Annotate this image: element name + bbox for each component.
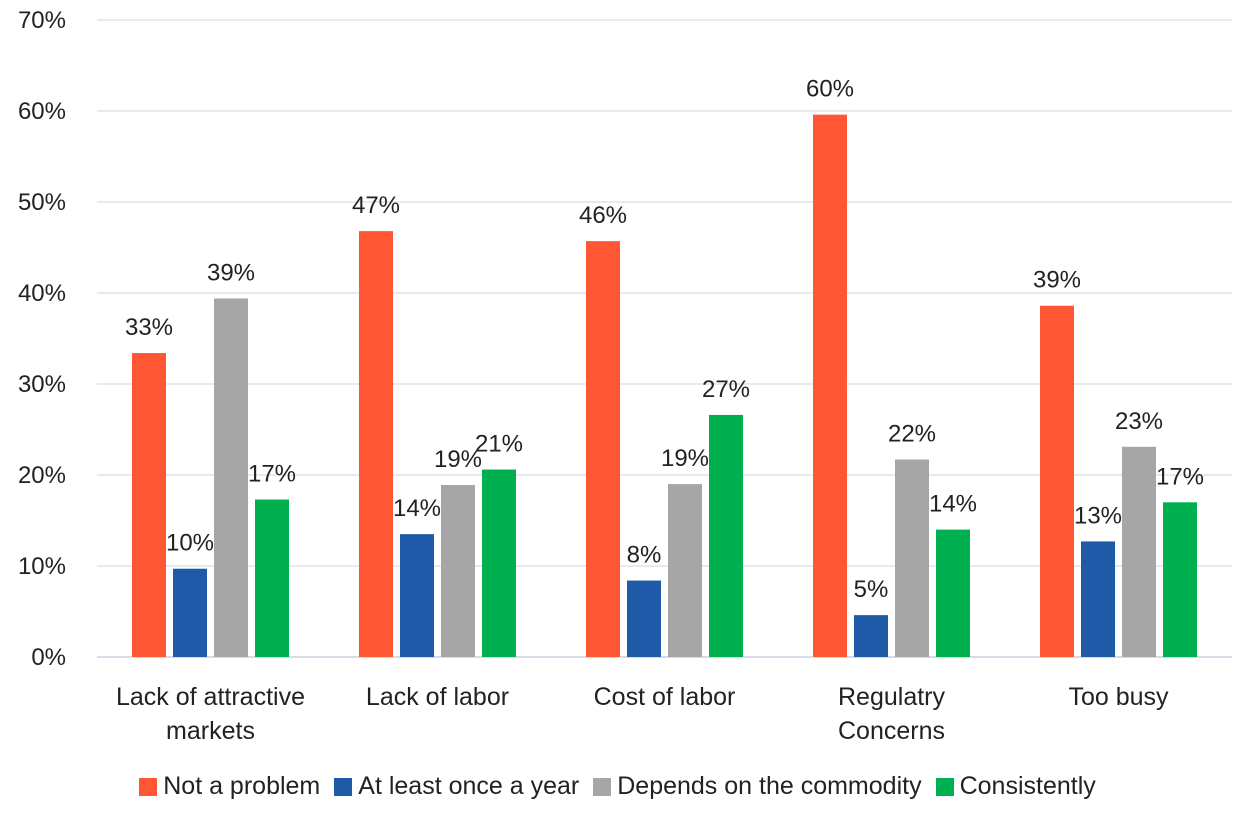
data-label: 14% [929, 491, 977, 518]
bar [173, 568, 207, 657]
y-tick-label: 20% [18, 462, 66, 489]
bar [854, 615, 888, 657]
bar [132, 353, 166, 657]
y-tick-label: 60% [18, 98, 66, 125]
bar [936, 529, 970, 657]
legend-swatch [935, 777, 954, 796]
data-label: 17% [1156, 463, 1204, 490]
legend: Not a problem At least once a year Depends… [0, 772, 1235, 801]
y-tick-label: 0% [31, 644, 66, 671]
bar [255, 499, 289, 657]
data-label: 10% [166, 530, 214, 557]
bar [482, 469, 516, 657]
data-label: 19% [661, 445, 709, 472]
data-label: 19% [434, 446, 482, 473]
bar-chart: 0% 10% 20% 30% 40% 50% 60% 70% 33% 10% 39% 17% 47% 1… [18, 7, 1232, 745]
x-tick-label: Lack of labor [366, 683, 509, 711]
bar [1081, 541, 1115, 657]
bar [586, 241, 620, 657]
bar [441, 485, 475, 657]
bar [627, 580, 661, 657]
x-tick-label: Too busy [1068, 683, 1169, 711]
legend-swatch [139, 777, 158, 796]
bar [709, 414, 743, 657]
legend-item: Depends on the commodity [593, 772, 922, 801]
data-label: 47% [352, 192, 400, 219]
y-axis-ticks: 0% 10% 20% 30% 40% 50% 60% 70% [18, 7, 66, 671]
bar [359, 231, 393, 657]
legend-item: At least once a year [334, 772, 579, 801]
data-label: 60% [806, 76, 854, 103]
x-axis-labels: Lack of attractive markets Lack of labor Co… [116, 683, 1169, 745]
data-label: 27% [702, 376, 750, 403]
bar [1040, 305, 1074, 657]
y-tick-label: 30% [18, 371, 66, 398]
x-tick-label: Cost of labor [594, 683, 736, 711]
legend-label: At least once a year [358, 772, 580, 800]
data-label: 14% [393, 495, 441, 522]
data-label: 39% [1033, 267, 1081, 294]
legend-label: Consistently [959, 772, 1096, 800]
y-tick-label: 70% [18, 7, 66, 34]
legend-swatch [593, 777, 612, 796]
data-label: 23% [1115, 408, 1163, 435]
data-label: 13% [1074, 502, 1122, 529]
bar [214, 298, 248, 657]
x-tick-label: Lack of attractive markets [116, 683, 305, 745]
bar [1163, 502, 1197, 657]
bar [813, 114, 847, 657]
legend-swatch [334, 777, 353, 796]
data-label: 39% [207, 259, 255, 286]
y-tick-label: 10% [18, 553, 66, 580]
data-label: 8% [627, 542, 662, 569]
legend-label: Not a problem [163, 772, 321, 800]
bar [400, 534, 434, 657]
legend-item: Not a problem [139, 772, 320, 801]
bar [895, 459, 929, 657]
data-label: 46% [579, 202, 627, 229]
legend-label: Depends on the commodity [617, 772, 922, 800]
data-label: 5% [854, 576, 889, 603]
bar [1122, 446, 1156, 657]
data-label: 33% [125, 314, 173, 341]
x-tick-label: Regulatry Concerns [838, 683, 945, 745]
bars [132, 114, 1197, 657]
data-label: 17% [248, 461, 296, 488]
y-tick-label: 40% [18, 280, 66, 307]
legend-item: Consistently [935, 772, 1096, 801]
data-label: 22% [888, 421, 936, 448]
y-tick-label: 50% [18, 189, 66, 216]
data-labels: 33%10%39%17%47%14%19%21%46%8%19%27%60%5%… [125, 76, 1204, 604]
data-label: 21% [475, 431, 523, 458]
bar [668, 484, 702, 657]
